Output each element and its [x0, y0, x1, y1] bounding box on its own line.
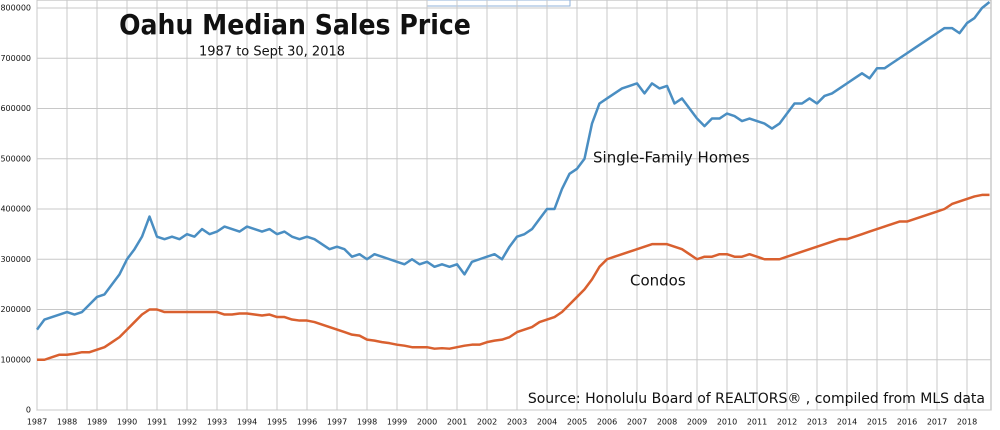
legend-box	[426, 0, 571, 7]
x-tick-label: 1993	[207, 418, 227, 427]
x-tick-label: 2004	[537, 418, 557, 427]
y-tick-label: 300000	[0, 255, 31, 264]
x-tick-label: 1997	[327, 418, 347, 427]
x-tick-label: 2013	[807, 418, 827, 427]
x-tick-label: 1996	[297, 418, 317, 427]
x-tick-label: 2012	[777, 418, 797, 427]
y-tick-label: 200000	[0, 305, 31, 314]
y-tick-label: 400000	[0, 205, 31, 214]
x-tick-label: 2009	[687, 418, 707, 427]
x-tick-label: 2016	[897, 418, 917, 427]
x-tick-label: 1999	[387, 418, 407, 427]
series-label: Condos	[630, 272, 686, 290]
y-tick-label: 600000	[0, 104, 31, 113]
x-tick-label: 1998	[357, 418, 377, 427]
y-tick-label: 800000	[0, 4, 31, 13]
y-tick-label: 500000	[0, 154, 31, 163]
x-tick-label: 2011	[747, 418, 767, 427]
x-tick-label: 2008	[657, 418, 677, 427]
chart-title: Oahu Median Sales Price	[119, 8, 471, 41]
series-label: Single-Family Homes	[593, 149, 750, 167]
x-tick-label: 2017	[927, 418, 947, 427]
series-line	[37, 193, 990, 361]
x-tick-label: 1995	[267, 418, 287, 427]
x-tick-label: 1988	[57, 418, 77, 427]
y-tick-label: 700000	[0, 54, 31, 63]
series-line	[35, 0, 991, 331]
x-tick-label: 1989	[87, 418, 107, 427]
source-note: Source: Honolulu Board of REALTORS® , co…	[528, 391, 985, 407]
x-tick-label: 2010	[717, 418, 737, 427]
x-tick-label: 2002	[477, 418, 497, 427]
chart-subtitle: 1987 to Sept 30, 2018	[199, 45, 345, 60]
x-tick-label: 1994	[237, 418, 257, 427]
x-tick-label: 2005	[567, 418, 587, 427]
x-tick-label: 2000	[417, 418, 437, 427]
x-tick-label: 2006	[597, 418, 617, 427]
y-tick-label: 0	[26, 406, 31, 415]
x-tick-label: 1990	[117, 418, 137, 427]
x-tick-label: 2015	[867, 418, 887, 427]
x-tick-label: 1992	[177, 418, 197, 427]
x-tick-label: 2001	[447, 418, 467, 427]
y-tick-label: 100000	[0, 355, 31, 364]
x-tick-label: 1991	[147, 418, 167, 427]
x-tick-label: 2014	[837, 418, 857, 427]
x-tick-label: 2018	[957, 418, 977, 427]
x-tick-label: 2003	[507, 418, 527, 427]
plot-frame	[36, 0, 992, 411]
x-tick-label: 2007	[627, 418, 647, 427]
x-tick-label: 1987	[27, 418, 47, 427]
